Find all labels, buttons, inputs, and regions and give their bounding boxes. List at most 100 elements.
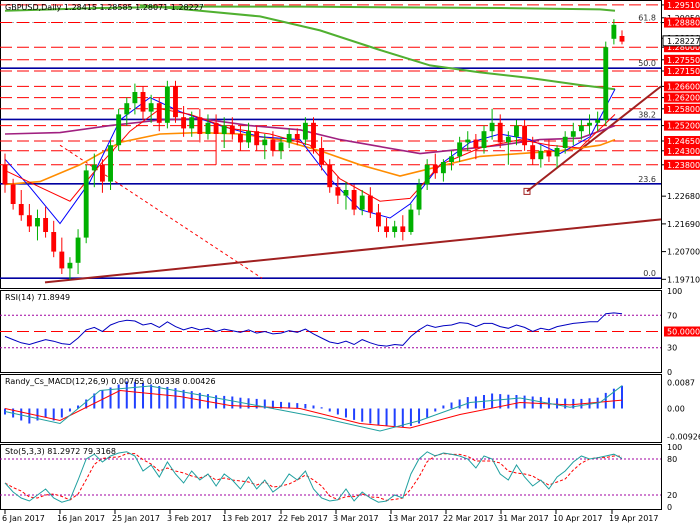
macd-histogram-bar [523,395,526,409]
trend-line-dashed [59,144,263,279]
macd-histogram-bar [117,384,120,409]
candle-body [530,145,536,160]
current-price-box [662,35,700,47]
macd-histogram-bar [198,392,201,409]
date-tick-label: 16 Jan 2017 [57,514,105,523]
trend-line-short [526,85,662,193]
macd-histogram-bar [158,386,161,409]
sto-tick-label: 80 [667,455,677,464]
candle-body [108,145,113,182]
macd-histogram-bar [401,408,404,428]
sto-tick-label: 100 [667,443,682,452]
candle-body [67,262,73,269]
candle-body [449,156,454,162]
candle-body [35,218,40,227]
candle-body [505,136,511,143]
candle-body [254,131,260,146]
macd-histogram-bar [418,408,421,424]
date-tick-label: 31 Mar 2017 [498,514,549,523]
candle-body [432,164,438,174]
candle-body [359,195,365,210]
fib-label: 38.2 [638,110,656,119]
candle-body [132,92,138,104]
fib-label: 23.6 [638,175,656,184]
candle-body [197,117,203,134]
macd-histogram-bar [133,382,136,409]
macd-histogram-bar [328,408,331,412]
candle-body [424,164,430,185]
candle-body [148,103,154,112]
macd-histogram-bar [20,408,23,421]
price-tick-highlight [664,103,700,114]
sto-main-line [4,451,623,503]
rsi-tick-label: 50.0000 [667,328,700,337]
macd-tick-label: 0.0087 [667,378,695,387]
candle-body [570,131,576,137]
macd-histogram-bar [604,392,607,409]
ma-long-line [4,5,616,12]
macd-histogram-bar [344,408,347,418]
candle-body [603,47,609,121]
macd-histogram-bar [44,408,47,418]
candle-body [237,134,243,143]
rsi-tick-label: 70 [667,311,677,320]
date-tick-label: 6 Jan 2017 [2,514,45,523]
fib-label: 0.0 [643,269,656,278]
candle-body [416,184,422,210]
candle-body [164,86,170,123]
macd-histogram-bar [377,408,380,425]
macd-histogram-bar [150,384,153,409]
sto-pane[interactable] [0,444,662,510]
candle-body [91,164,97,171]
price-tick-highlight [664,17,700,28]
candle-body [327,164,333,188]
macd-histogram-bar [190,391,193,409]
rsi-tick-highlight [664,326,700,337]
candle-body [51,232,57,252]
rsi-tick-label: 30 [667,344,677,353]
main-pane[interactable] [0,0,662,289]
candle-body [270,139,276,151]
macd-histogram-bar [223,395,226,409]
candle-body [376,212,381,227]
macd-histogram-bar [231,396,234,409]
price-tick-label: 1.22680 [667,192,700,201]
price-tick-label: 1.24650 [667,137,700,146]
macd-tick-label: -0.00926 [667,432,700,441]
current-price-label: 1.28227 [667,37,700,46]
candle-body [278,142,284,151]
candle-body [43,218,49,232]
candle-body [294,134,300,140]
price-tick-label: 1.23800 [667,161,700,170]
price-tick-label: 1.26600 [667,82,700,91]
candle-body [246,131,251,143]
date-tick-label: 25 Jan 2017 [112,514,160,523]
candle-body [59,251,65,269]
macd-histogram-bar [36,408,39,421]
candle-body [465,139,471,143]
rsi-tick-label: 100 [667,287,682,296]
price-tick-label: 1.29510 [667,1,700,10]
candle-body [116,114,122,146]
macd-histogram-bar [142,383,145,409]
candle-body [302,122,308,140]
candle-body [2,164,8,185]
candle-body [311,122,316,148]
candle-body [181,117,187,129]
candle-body [611,24,617,39]
macd-histogram-bar [361,408,364,422]
candle-body [497,122,503,143]
macd-histogram-bar [28,408,31,424]
rsi-label: RSI(14) 71.8949 [5,293,71,302]
macd-histogram-bar [353,408,356,420]
candle-body [189,117,195,129]
rsi-tick-label: 0 [667,368,672,377]
macd-pane[interactable] [0,374,662,443]
fib-label: 61.8 [638,14,656,23]
macd-histogram-bar [409,408,412,426]
sto-tick-label: 20 [667,491,677,500]
macd-histogram-bar [393,408,396,427]
macd-histogram-bar [515,395,518,409]
fib-label: 50.0 [638,59,656,68]
